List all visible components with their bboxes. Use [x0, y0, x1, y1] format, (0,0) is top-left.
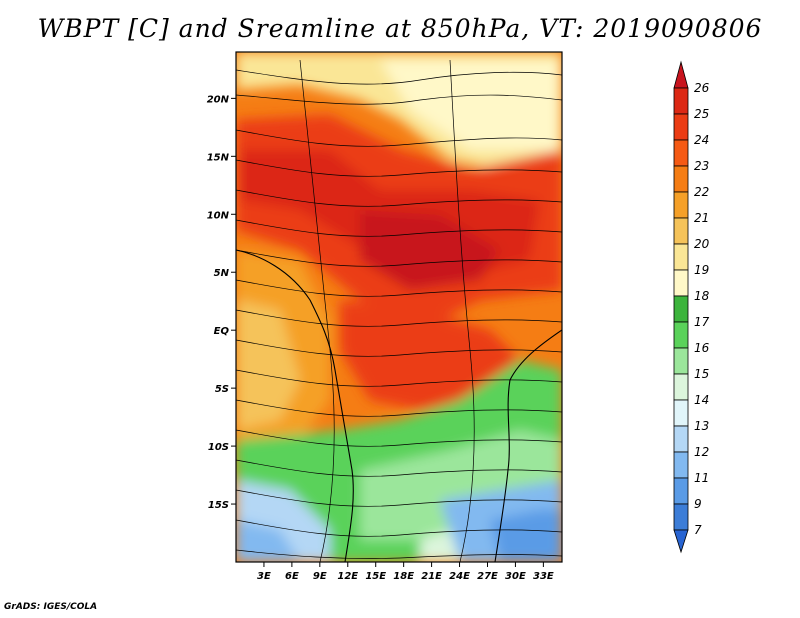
- colorbar-label: 22: [694, 185, 709, 199]
- colorbar-label: 16: [694, 341, 710, 355]
- lat-tick-label: 20N: [207, 94, 230, 105]
- lon-tick-label: 3E: [257, 571, 271, 582]
- colorbar-swatch: [673, 139, 689, 167]
- colorbar-swatch: [673, 191, 689, 219]
- colorbar-swatch: [673, 347, 689, 375]
- colorbar-label: 11: [694, 471, 709, 485]
- lat-tick-label: 15S: [208, 500, 229, 511]
- colorbar-label: 14: [694, 393, 709, 407]
- lon-tick-label: 9E: [313, 571, 327, 582]
- lon-tick-label: 21E: [421, 571, 442, 582]
- lat-tick-label: 5S: [215, 384, 229, 395]
- colorbar-top-arrow: [673, 60, 689, 89]
- lon-tick-label: 12E: [337, 571, 358, 582]
- latitude-axis: 20N 15N 10N 5N EQ 5S 10S 15S: [207, 94, 236, 511]
- lon-tick-label: 18E: [393, 571, 414, 582]
- colorbar-swatch: [673, 425, 689, 453]
- colorbar-swatch: [673, 243, 689, 271]
- colorbar-swatch: [673, 165, 689, 193]
- colorbar-label: 24: [694, 133, 709, 147]
- colorbar-swatch: [673, 477, 689, 505]
- colorbar-swatch: [673, 113, 689, 141]
- lat-tick-label: EQ: [214, 326, 230, 337]
- colorbar-label: 13: [694, 419, 709, 433]
- colorbar-label: 23: [694, 159, 709, 173]
- colorbar-swatch: [673, 87, 689, 115]
- colorbar-legend: 26 25 24 23 22 21 20 19 18 17 16 15 14 13 12 11 9 7: [673, 60, 710, 554]
- colorbar-bottom-arrow: [673, 529, 689, 554]
- colorbar-swatch: [673, 269, 689, 297]
- colorbar-label: 7: [694, 523, 702, 537]
- lon-tick-label: 15E: [365, 571, 386, 582]
- colorbar-label: 20: [694, 237, 710, 251]
- colorbar-swatch: [673, 321, 689, 349]
- wbpt-field: [236, 52, 562, 562]
- grads-credit: GrADS: IGES/COLA: [4, 602, 98, 612]
- colorbar-swatch: [673, 451, 689, 479]
- lon-tick-label: 24E: [449, 571, 470, 582]
- colorbar-label: 15: [694, 367, 709, 381]
- streamlines: [236, 59, 562, 562]
- colorbar-label: 18: [694, 289, 710, 303]
- colorbar-label: 17: [694, 315, 710, 329]
- longitude-axis: 3E 6E 9E 12E 15E 18E 21E 24E 27E 30E 33E: [257, 562, 554, 582]
- lon-tick-label: 27E: [477, 571, 498, 582]
- colorbar-swatch: [673, 399, 689, 427]
- lon-tick-label: 30E: [505, 571, 526, 582]
- lon-tick-label: 6E: [285, 571, 299, 582]
- colorbar-label: 19: [694, 263, 709, 277]
- colorbar-label: 25: [694, 107, 709, 121]
- colorbar-label: 12: [694, 445, 709, 459]
- coastlines: [236, 249, 562, 562]
- colorbar-label: 21: [694, 211, 709, 225]
- chart-title: WBPT [C] and Sreamline at 850hPa, VT: 20…: [37, 14, 763, 43]
- lat-tick-label: 10S: [208, 442, 229, 453]
- lon-tick-label: 33E: [533, 571, 554, 582]
- colorbar-label: 26: [694, 81, 710, 95]
- lat-tick-label: 5N: [214, 268, 230, 279]
- colorbar-swatch: [673, 295, 689, 323]
- colorbar-label: 9: [694, 497, 702, 511]
- lat-tick-label: 10N: [207, 210, 230, 221]
- colorbar-swatch: [673, 373, 689, 401]
- colorbar-swatch: [673, 503, 689, 531]
- colorbar-swatch: [673, 217, 689, 245]
- lat-tick-label: 15N: [207, 152, 230, 163]
- map-frame: [235, 51, 563, 563]
